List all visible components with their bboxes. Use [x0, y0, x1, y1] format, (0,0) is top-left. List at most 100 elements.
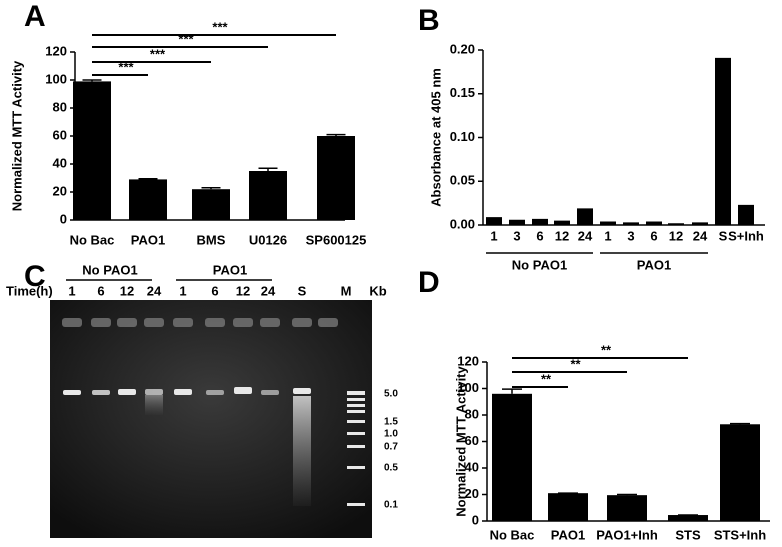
- y-tick-label: 0: [60, 211, 67, 226]
- x-tick-label: U0126: [249, 232, 287, 247]
- x-tick-label: 1: [604, 228, 611, 243]
- y-axis-label: Normalized MTT Activity: [453, 365, 468, 516]
- y-tick-label: 120: [457, 353, 479, 368]
- lane-label: 24: [261, 283, 276, 298]
- x-tick-label: STS+Inh: [714, 527, 766, 542]
- lane-label: 1: [179, 283, 186, 298]
- bar: [548, 493, 588, 521]
- y-tick-label: 100: [45, 71, 67, 86]
- bar: [623, 222, 639, 225]
- bar: [532, 218, 548, 225]
- error-bar: [730, 422, 750, 425]
- gel-panel: C No PAO1 PAO1 Time(h) 1 6 12 24 1 6 12 …: [6, 260, 398, 538]
- error-bar: [82, 79, 102, 82]
- y-tick-label: 100: [457, 380, 479, 395]
- y-tick-label: 0.05: [450, 173, 475, 188]
- x-tick-label: 6: [536, 228, 543, 243]
- bar: [192, 189, 230, 220]
- lane-label: 24: [147, 283, 162, 298]
- y-tick-label: 0.10: [450, 129, 475, 144]
- bar: [720, 424, 760, 521]
- significance-label: ***: [118, 59, 134, 74]
- x-tick-label: 1: [490, 228, 497, 243]
- bar: [600, 221, 616, 225]
- bar: [607, 495, 647, 521]
- x-tick-label: No Bac: [490, 527, 535, 542]
- lane-label: 6: [211, 283, 218, 298]
- significance-label: **: [541, 371, 552, 386]
- group-label: PAO1: [213, 262, 247, 277]
- panel-label: C: [24, 260, 46, 293]
- y-axis-label: Absorbance at 405 nm: [428, 68, 443, 207]
- y-tick-label: 120: [45, 43, 67, 58]
- lane-label: 12: [236, 283, 250, 298]
- y-tick-label: 80: [465, 406, 479, 421]
- x-tick-label: STS: [675, 527, 701, 542]
- x-tick-label: PAO1: [131, 232, 165, 247]
- bar: [129, 179, 167, 220]
- bar: [554, 220, 570, 225]
- error-bar: [138, 177, 158, 180]
- x-tick-label: 12: [555, 228, 569, 243]
- lane-label: 12: [120, 283, 134, 298]
- error-bar: [258, 167, 278, 171]
- y-tick-label: 40: [465, 459, 479, 474]
- unit-label: Kb: [369, 283, 386, 298]
- error-bar: [502, 388, 522, 394]
- x-tick-label: S: [719, 228, 728, 243]
- bar: [577, 208, 593, 225]
- x-tick-label: BMS: [197, 232, 226, 247]
- x-tick-label: PAO1: [551, 527, 585, 542]
- bar: [715, 57, 731, 225]
- group-label: PAO1: [637, 257, 671, 272]
- size-label: 0.1: [384, 500, 398, 511]
- size-label: 0.5: [384, 463, 398, 474]
- x-tick-label: S+Inh: [728, 228, 764, 243]
- y-tick-label: 20: [465, 486, 479, 501]
- y-axis-label: Normalized MTT Activity: [9, 60, 24, 211]
- y-tick-label: 20: [53, 183, 67, 198]
- lane-label: S: [298, 283, 307, 298]
- panel-label: B: [418, 4, 440, 37]
- x-tick-label: 24: [578, 228, 593, 243]
- bar: [668, 515, 708, 521]
- bar: [492, 393, 532, 521]
- wells: [62, 318, 338, 327]
- bar: [486, 217, 502, 225]
- error-bar: [326, 133, 346, 136]
- size-label: 1.5: [384, 417, 398, 428]
- lane-label: 1: [68, 283, 75, 298]
- bar: [73, 81, 111, 221]
- size-label: 0.7: [384, 442, 398, 453]
- significance-label: **: [601, 342, 612, 357]
- error-bar: [617, 493, 637, 496]
- x-tick-label: No Bac: [70, 232, 115, 247]
- bar: [668, 223, 684, 225]
- significance-label: **: [570, 356, 581, 371]
- error-bar: [201, 187, 221, 190]
- significance-label: ***: [150, 46, 166, 61]
- y-tick-label: 0.15: [450, 85, 475, 100]
- bar: [692, 222, 708, 225]
- bar: [646, 221, 662, 225]
- bar: [249, 171, 287, 220]
- panel-label: D: [418, 266, 440, 299]
- time-label: Time(h): [6, 283, 53, 298]
- gel-image: [50, 300, 372, 538]
- y-tick-label: 0: [472, 512, 479, 527]
- x-tick-label: 3: [627, 228, 634, 243]
- bar: [738, 204, 754, 225]
- x-tick-label: SP600125: [306, 232, 367, 247]
- x-tick-label: 3: [513, 228, 520, 243]
- bar: [317, 136, 355, 220]
- x-tick-label: PAO1+Inh: [596, 527, 658, 542]
- y-tick-label: 60: [53, 127, 67, 142]
- y-tick-label: 0.00: [450, 216, 475, 231]
- significance-label: ***: [178, 31, 194, 46]
- y-tick-label: 0.20: [450, 41, 475, 56]
- lane-label: M: [341, 283, 352, 298]
- y-tick-label: 80: [53, 99, 67, 114]
- group-label: No PAO1: [82, 262, 137, 277]
- size-label: 5.0: [384, 389, 398, 400]
- size-label: 1.0: [384, 429, 398, 440]
